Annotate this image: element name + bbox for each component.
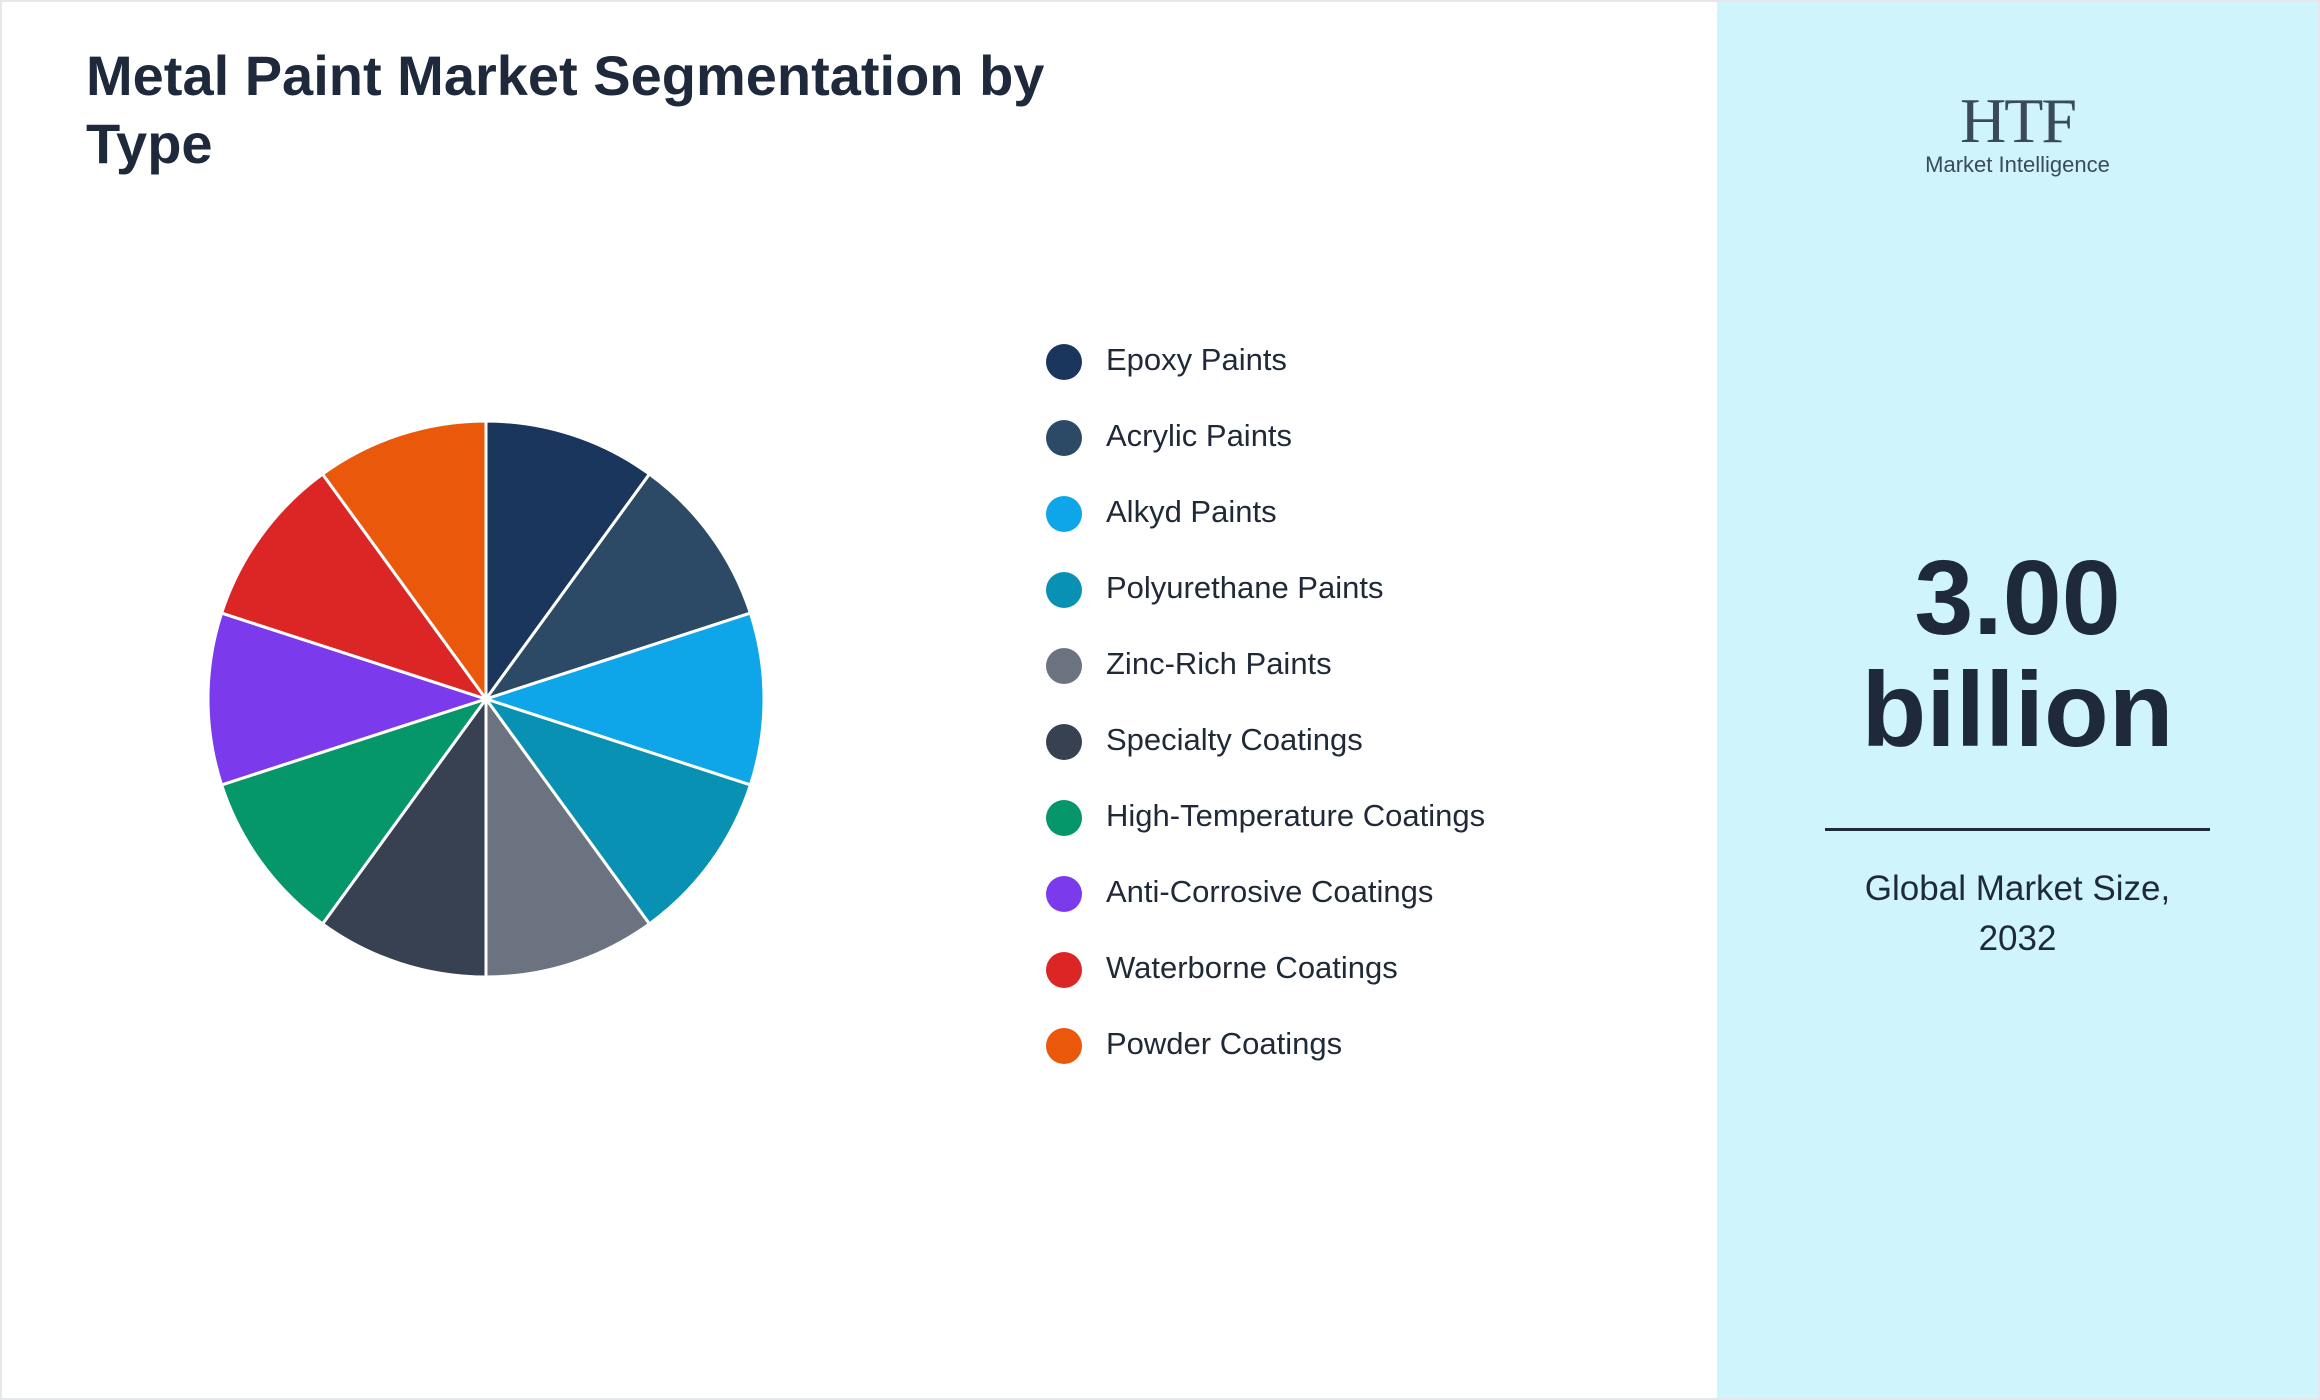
legend-label: Acrylic Paints [1106,418,1292,453]
pie-slice [482,471,753,702]
legend-marker [1046,876,1082,912]
pie-slice [481,611,766,787]
legend-label: Specialty Coatings [1106,722,1363,757]
logo: HTF Market Intelligence [1717,84,2318,178]
legend-marker [1046,496,1082,532]
pie-slice [320,419,488,704]
pie-slice [320,694,488,979]
pie-slice [484,694,652,979]
legend-marker [1046,648,1082,684]
legend-marker [1046,344,1082,380]
side-panel: HTF Market Intelligence 3.00 billion Glo… [1717,2,2318,1398]
logo-text: Market Intelligence [1925,152,2110,177]
market-value: 3.00 [1914,539,2121,657]
chart-title: Metal Paint Market Segmentation by Type [86,44,1045,175]
pie-slice [219,696,490,927]
pie-slice [206,611,491,787]
legend-label: Alkyd Paints [1106,494,1277,529]
legend-marker [1046,420,1082,456]
logo-mark: HTF [1960,85,2077,156]
legend-label: Waterborne Coatings [1106,950,1398,985]
legend-label: Anti-Corrosive Coatings [1106,874,1433,909]
legend-label: Zinc-Rich Paints [1106,646,1332,681]
pie-slice [484,419,652,704]
legend-label: Polyurethane Paints [1106,570,1383,605]
legend-label: Epoxy Paints [1106,342,1287,377]
legend-marker [1046,800,1082,836]
chart: Epoxy Paints Acrylic Paints Alkyd Paints Po… [206,342,1485,1064]
legend-marker [1046,724,1082,760]
divider [1825,828,2210,831]
legend-marker [1046,1028,1082,1064]
legend-label: High-Temperature Coatings [1106,798,1485,833]
legend-label: Powder Coatings [1106,1026,1342,1061]
legend-marker [1046,572,1082,608]
market-size: 3.00 billion [1717,542,2318,766]
pie-slice [482,696,753,927]
caption: Global Market Size, 2032 [1864,869,2171,958]
legend-marker [1046,952,1082,988]
pie-slice [219,471,490,702]
market-unit: billion [1861,651,2174,769]
